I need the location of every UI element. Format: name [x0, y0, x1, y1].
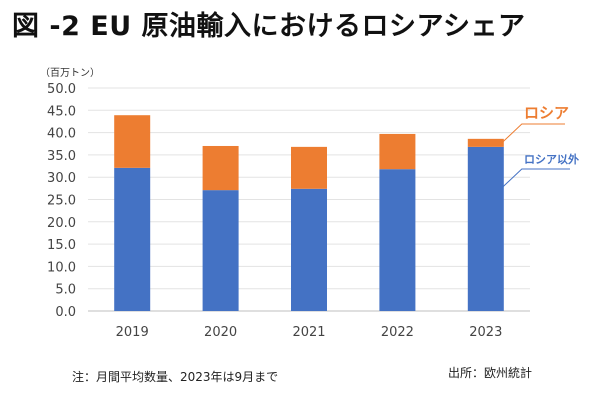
y-tick-label: 0.0: [55, 305, 76, 320]
x-tick-label: 2019: [116, 325, 149, 340]
x-tick-label: 2022: [381, 325, 414, 340]
bar-non-russia-2020: [202, 190, 239, 311]
bar-russia-2021: [291, 146, 327, 189]
non-russia-callout-line: [501, 168, 570, 189]
x-tick-label: 2023: [469, 325, 502, 340]
footnote: 注：月間平均数量、2023年は9月まで: [72, 370, 279, 384]
y-tick-label: 10.0: [47, 260, 76, 275]
source-note: 出所：欧州統計: [448, 366, 533, 380]
y-tick-label: 40.0: [47, 127, 76, 142]
y-tick-label: 25.0: [47, 194, 76, 209]
x-tick-label: 2021: [292, 325, 325, 340]
y-tick-label: 35.0: [47, 149, 76, 164]
x-tick-label: 2020: [204, 325, 237, 340]
bar-russia-2019: [114, 115, 151, 168]
y-tick-label: 45.0: [47, 104, 76, 119]
bar-russia-2020: [202, 145, 239, 191]
y-axis-unit-label: （百万トン）: [40, 68, 100, 79]
russia-callout-line: [501, 123, 565, 144]
bar-non-russia-2023: [467, 146, 504, 311]
chart-title: 図 -2 EU 原油輸入におけるロシアシェア: [12, 11, 526, 42]
legend-label-non-russia: ロシア以外: [524, 152, 579, 166]
y-tick-label: 5.0: [55, 283, 76, 298]
y-tick-label: 20.0: [47, 216, 76, 231]
y-tick-label: 50.0: [47, 82, 76, 97]
bar-non-russia-2021: [291, 188, 327, 311]
y-tick-label: 30.0: [47, 171, 76, 186]
bar-russia-2023: [467, 138, 504, 147]
bar-non-russia-2022: [379, 169, 416, 311]
legend-label-russia: ロシア: [524, 104, 569, 122]
y-tick-label: 15.0: [47, 238, 76, 253]
bar-russia-2022: [379, 133, 416, 170]
bar-non-russia-2019: [114, 167, 151, 311]
